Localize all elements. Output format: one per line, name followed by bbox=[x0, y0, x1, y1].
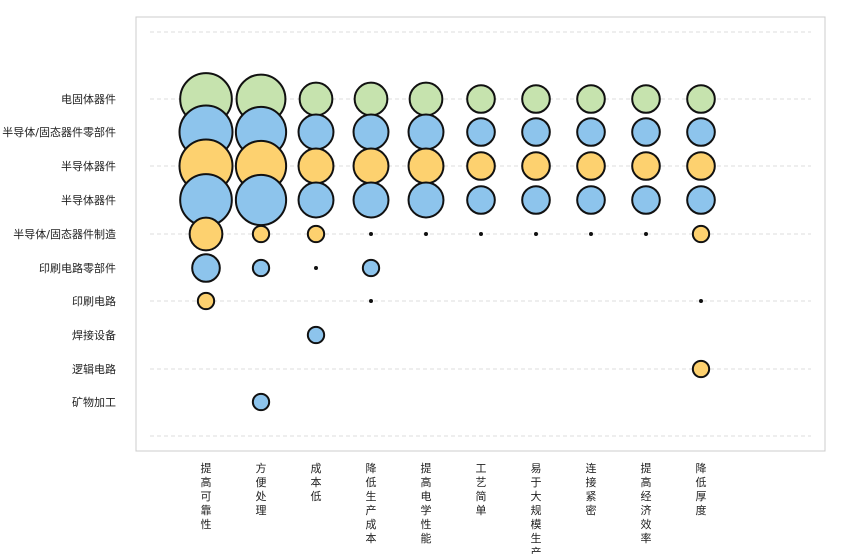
bubble bbox=[631, 84, 661, 114]
bubble bbox=[631, 185, 661, 215]
bubble bbox=[424, 232, 428, 236]
bubble bbox=[576, 117, 606, 147]
bubble bbox=[466, 151, 496, 181]
bubble bbox=[251, 392, 271, 412]
bubble bbox=[686, 185, 716, 215]
bubble bbox=[234, 173, 288, 227]
y-tick-label: 印刷电路 bbox=[72, 295, 116, 308]
bubble bbox=[576, 185, 606, 215]
x-tick-label: 成本低 bbox=[311, 462, 322, 503]
bubble bbox=[686, 117, 716, 147]
y-tick-label: 逻辑电路 bbox=[72, 362, 116, 376]
x-tick-label: 易于大规模生产 bbox=[531, 462, 542, 554]
bubble bbox=[576, 151, 606, 181]
y-axis-labels: 电固体器件半导体/固态器件零部件半导体器件半导体器件半导体/固态器件制造印刷电路… bbox=[2, 92, 116, 409]
y-tick-label: 矿物加工 bbox=[72, 395, 116, 409]
bubble bbox=[191, 253, 221, 283]
bubble bbox=[466, 185, 496, 215]
x-tick-label: 工艺简单 bbox=[476, 462, 487, 517]
bubble bbox=[188, 216, 224, 252]
bubble bbox=[369, 232, 373, 236]
bubble bbox=[521, 185, 551, 215]
bubble bbox=[686, 151, 716, 181]
bubble bbox=[466, 117, 496, 147]
x-tick-label: 降低厚度 bbox=[696, 461, 707, 517]
x-tick-label: 连接紧密 bbox=[586, 462, 597, 517]
x-tick-label: 降低生产成本 bbox=[366, 461, 377, 545]
bubble bbox=[589, 232, 593, 236]
bubble bbox=[408, 81, 444, 117]
bubble bbox=[534, 232, 538, 236]
bubble bbox=[479, 232, 483, 236]
bubble bbox=[314, 266, 318, 270]
bubble bbox=[352, 181, 390, 219]
x-tick-label: 方便处理 bbox=[256, 461, 267, 517]
bubble bbox=[196, 291, 216, 311]
bubble bbox=[521, 84, 551, 114]
bubble bbox=[521, 117, 551, 147]
bubble bbox=[306, 325, 326, 345]
bubble bbox=[306, 224, 326, 244]
bubble bbox=[297, 147, 335, 185]
y-tick-label: 半导体/固态器件制造 bbox=[13, 227, 116, 241]
bubble bbox=[691, 224, 711, 244]
bubble bbox=[644, 232, 648, 236]
bubble bbox=[691, 359, 711, 379]
x-axis-labels: 提高可靠性 方便处理 成本低 降低生产成本 提高电学性能 工艺简单 易于大规模生产 连接紧密 提… bbox=[201, 461, 707, 554]
bubble bbox=[361, 258, 381, 278]
bubble bbox=[466, 84, 496, 114]
x-tick-label: 提高可靠性 bbox=[201, 462, 212, 531]
y-tick-label: 半导体/固态器件零部件 bbox=[2, 125, 116, 139]
bubble bbox=[251, 258, 271, 278]
y-tick-label: 印刷电路零部件 bbox=[39, 261, 116, 275]
bubble bbox=[251, 224, 271, 244]
plot-frame bbox=[135, 16, 826, 452]
bubble bbox=[369, 299, 373, 303]
bubble bbox=[352, 113, 390, 151]
y-tick-label: 焊接设备 bbox=[72, 328, 116, 342]
bubble bbox=[353, 81, 389, 117]
bubble bbox=[407, 147, 445, 185]
bubble bbox=[297, 113, 335, 151]
y-tick-label: 半导体器件 bbox=[61, 193, 116, 207]
y-tick-label: 电固体器件 bbox=[61, 92, 116, 106]
y-tick-label: 半导体器件 bbox=[61, 159, 116, 173]
bubble bbox=[407, 181, 445, 219]
x-tick-label: 提高电学性能 bbox=[421, 462, 432, 545]
bubble bbox=[631, 117, 661, 147]
bubble bbox=[521, 151, 551, 181]
bubble bbox=[686, 84, 716, 114]
bubble bbox=[298, 81, 334, 117]
bubble bbox=[352, 147, 390, 185]
x-tick-label: 提高经济效率 bbox=[641, 462, 652, 545]
bubble bbox=[631, 151, 661, 181]
bubble bbox=[297, 181, 335, 219]
bubbles bbox=[178, 72, 716, 412]
bubble bbox=[576, 84, 606, 114]
bubble bbox=[407, 113, 445, 151]
bubble bbox=[699, 299, 703, 303]
